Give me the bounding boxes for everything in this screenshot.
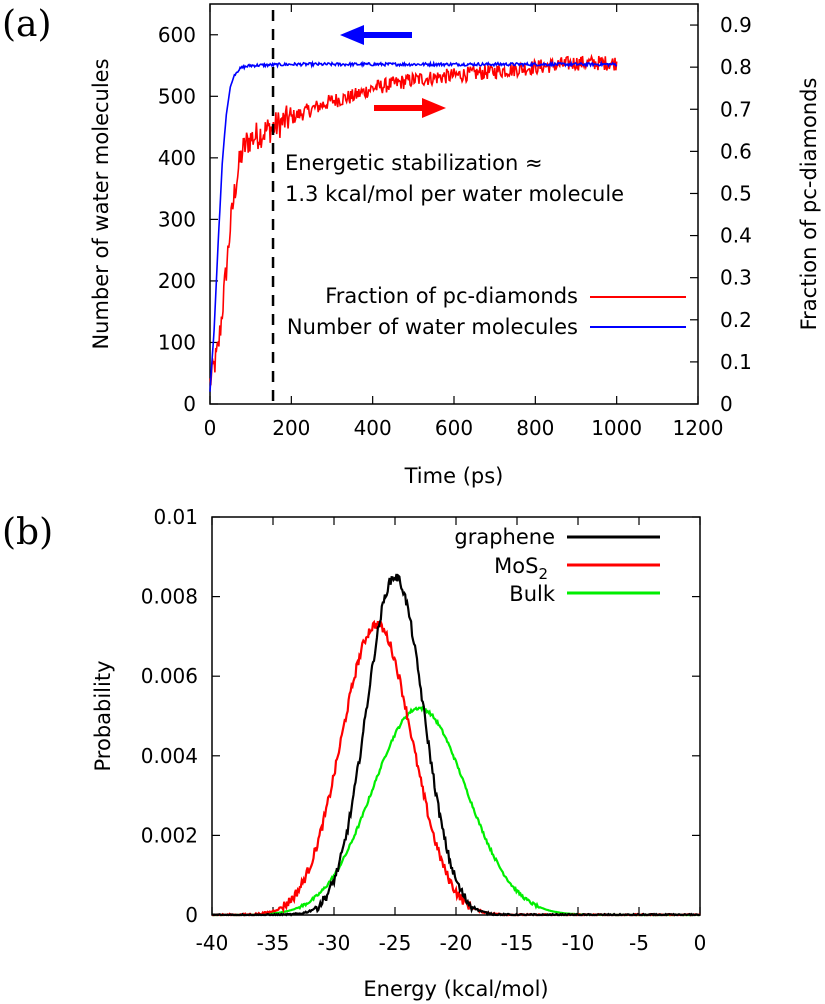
panel-b-xlabel: Energy (kcal/mol) <box>363 977 548 1001</box>
panel-b-legend: graphene MoS2 Bulk <box>454 525 660 606</box>
a-ytick-label: 600 <box>158 23 196 47</box>
a-ytick-right-label: 0.4 <box>720 224 752 248</box>
b-xtick-label: -20 <box>440 931 473 955</box>
annotation-line-1: Energetic stabilization ≈ <box>285 151 543 175</box>
a-ytick-label: 200 <box>158 269 196 293</box>
a-xtick-label: 600 <box>435 416 473 440</box>
legend-water-label: Number of water molecules <box>287 315 578 339</box>
panel-b-frame <box>211 516 701 916</box>
a-xtick-label: 800 <box>516 416 554 440</box>
legend-fraction-label: Fraction of pc-diamonds <box>325 284 578 308</box>
a-ytick-right-label: 0.8 <box>720 55 752 79</box>
panel-a-ylabel-left: Number of water molecules <box>89 58 113 349</box>
panel-b-ylabel: Probability <box>91 660 115 771</box>
a-ytick-right-label: 0.1 <box>720 350 752 374</box>
a-ytick-right-label: 0.2 <box>720 308 752 332</box>
a-xtick-label: 1000 <box>591 416 642 440</box>
legend-bulk-label: Bulk <box>509 582 556 606</box>
panel-a-legend: Fraction of pc-diamonds Number of water … <box>287 284 686 339</box>
a-ytick-label: 0 <box>183 392 196 416</box>
a-ytick-right-label: 0.5 <box>720 181 752 205</box>
b-xtick-label: 0 <box>694 931 707 955</box>
panel-a-label: (a) <box>2 4 52 45</box>
a-xtick-label: 200 <box>272 416 310 440</box>
annotation-line-2: 1.3 kcal/mol per water molecule <box>285 182 624 206</box>
panel-a: (a) 0 200 400 600 800 1000 1200010020030040050… <box>2 3 821 488</box>
legend-mos2-label: MoS2 <box>494 554 548 583</box>
a-xtick-label: 1200 <box>673 416 724 440</box>
a-ytick-right-label: 0 <box>720 392 733 416</box>
b-xtick-label: -25 <box>379 931 412 955</box>
a-ytick-label: 400 <box>158 146 196 170</box>
b-ytick-label: 0.008 <box>141 585 198 609</box>
b-xtick-label: -15 <box>501 931 534 955</box>
series-graphene-line <box>211 573 701 917</box>
panel-b-label: (b) <box>2 512 53 553</box>
b-xtick-label: -35 <box>257 931 290 955</box>
a-ytick-label: 100 <box>158 330 196 354</box>
a-ytick-right-label: 0.3 <box>720 266 752 290</box>
panel-b: (b) -40 -35 -30 -25 -20 -15 -10 -5 0 0 0.002 0.004 0… <box>2 505 706 1001</box>
a-ytick-label: 500 <box>158 84 196 108</box>
panel-a-xlabel: Time (ps) <box>404 464 504 488</box>
b-xtick-label: -5 <box>629 931 649 955</box>
a-xtick-label: 400 <box>354 416 392 440</box>
b-xtick-label: -10 <box>562 931 595 955</box>
b-ytick-label: 0 <box>185 903 198 927</box>
series-fraction-line <box>209 53 618 386</box>
a-ytick-right-label: 0.7 <box>720 97 752 121</box>
a-ytick-right-label: 0.9 <box>720 13 752 37</box>
b-ytick-label: 0.01 <box>153 505 198 529</box>
b-ytick-label: 0.006 <box>141 664 198 688</box>
a-ytick-right-label: 0.6 <box>720 139 752 163</box>
panel-a-ylabel-right: Fraction of pc-diamonds <box>797 78 821 331</box>
b-xtick-label: -40 <box>196 931 229 955</box>
series-bulk-line <box>211 705 700 917</box>
a-ytick-label: 300 <box>158 207 196 231</box>
b-xtick-label: -30 <box>318 931 351 955</box>
series-water-line <box>209 60 618 392</box>
a-xtick-label: 0 <box>204 416 217 440</box>
series-mos2-line <box>212 618 701 917</box>
blue-arrow <box>340 25 412 45</box>
red-arrow <box>374 98 446 118</box>
b-ytick-label: 0.002 <box>141 823 198 847</box>
b-ytick-label: 0.004 <box>141 744 198 768</box>
legend-graphene-label: graphene <box>454 525 555 549</box>
